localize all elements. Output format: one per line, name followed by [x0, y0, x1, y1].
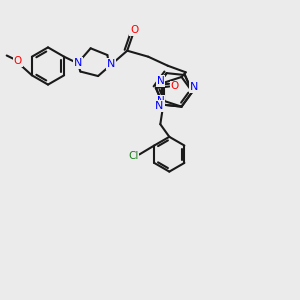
Text: N: N — [157, 76, 164, 86]
Text: N: N — [190, 82, 198, 92]
Text: O: O — [130, 25, 138, 35]
Text: O: O — [171, 82, 179, 92]
Text: N: N — [157, 96, 164, 106]
Text: N: N — [154, 101, 163, 111]
Text: Cl: Cl — [128, 151, 138, 161]
Text: N: N — [74, 58, 82, 68]
Text: O: O — [14, 56, 22, 66]
Text: N: N — [106, 59, 115, 69]
